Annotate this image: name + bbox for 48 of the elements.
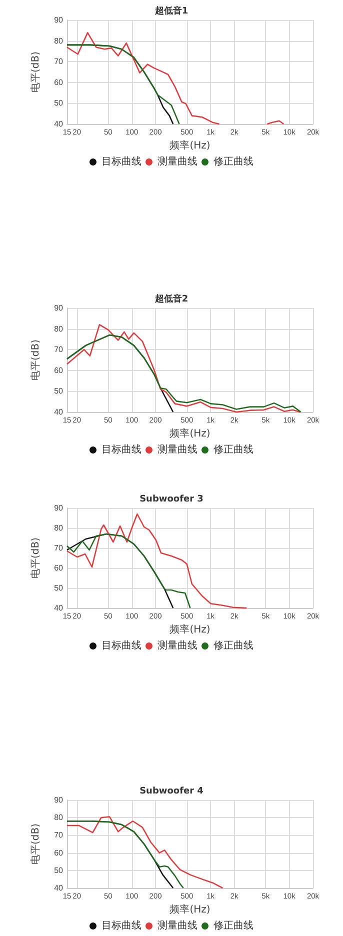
y-tick-label: 50 xyxy=(54,98,64,108)
x-axis-title: 频率(Hz) xyxy=(170,903,210,916)
y-tick-label: 70 xyxy=(54,830,64,840)
legend-label: 测量曲线 xyxy=(158,156,198,168)
y-tick-label: 50 xyxy=(54,386,64,396)
y-tick-label: 60 xyxy=(54,78,64,87)
y-tick-label: 50 xyxy=(54,866,64,875)
y-tick-label: 50 xyxy=(54,584,64,592)
y-tick-label: 70 xyxy=(54,345,64,354)
legend-label: 修正曲线 xyxy=(214,444,254,456)
legend-label: 目标曲线 xyxy=(102,444,142,456)
y-axis-title: 电平(dB) xyxy=(30,823,42,865)
y-tick-label: 60 xyxy=(54,848,64,858)
y-tick-label: 70 xyxy=(54,57,64,66)
legend-label: 修正曲线 xyxy=(214,640,254,652)
y-tick-label: 40 xyxy=(54,884,64,892)
legend-label: 修正曲线 xyxy=(214,156,254,168)
y-tick-label: 90 xyxy=(54,16,64,24)
y-tick-label: 80 xyxy=(54,813,64,822)
y-tick-label: 70 xyxy=(54,544,64,552)
chart-title: 超低音1 xyxy=(154,6,188,16)
x-axis-title: 频率(Hz) xyxy=(170,623,210,636)
legend-label: 目标曲线 xyxy=(102,920,142,932)
legend-label: 测量曲线 xyxy=(158,444,198,456)
y-tick-label: 90 xyxy=(54,796,64,804)
y-tick-label: 40 xyxy=(54,120,64,128)
y-axis-title: 电平(dB) xyxy=(30,537,42,579)
y-axis-title: 电平(dB) xyxy=(30,51,42,93)
legend-label: 测量曲线 xyxy=(158,920,198,932)
y-tick-label: 80 xyxy=(54,324,64,334)
y-tick-label: 90 xyxy=(54,304,64,312)
y-tick-label: 90 xyxy=(54,504,64,512)
y-tick-label: 60 xyxy=(54,564,64,572)
x-axis-title: 频率(Hz) xyxy=(170,427,210,440)
x-axis-title: 频率(Hz) xyxy=(170,139,210,152)
chart-title: Subwoofer 4 xyxy=(140,786,204,796)
y-tick-label: 40 xyxy=(54,604,64,612)
legend-label: 修正曲线 xyxy=(214,920,254,932)
y-axis-title: 电平(dB) xyxy=(30,339,42,381)
chart-title: Subwoofer 3 xyxy=(140,494,204,504)
y-tick-label: 60 xyxy=(54,366,64,375)
y-tick-label: 40 xyxy=(54,408,64,416)
y-tick-label: 80 xyxy=(54,524,64,532)
legend-label: 目标曲线 xyxy=(102,640,142,652)
y-tick-label: 80 xyxy=(54,36,64,46)
legend-label: 测量曲线 xyxy=(158,640,198,652)
chart-title: 超低音2 xyxy=(154,294,188,304)
legend-label: 目标曲线 xyxy=(102,156,142,168)
